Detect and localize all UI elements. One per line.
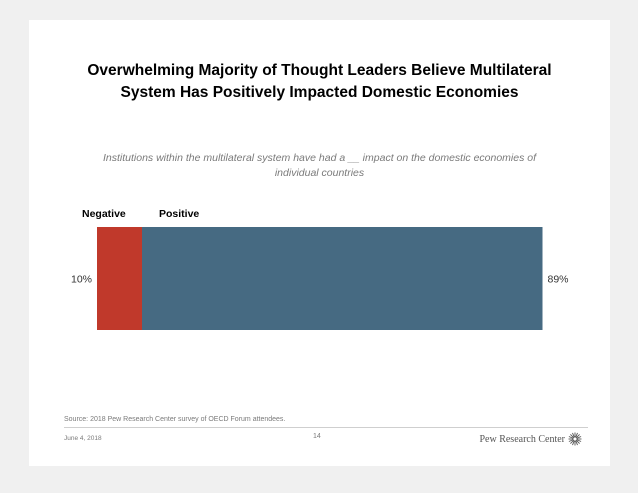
brand-name: Pew Research Center <box>479 433 565 445</box>
title-line-2: System Has Positively Impacted Domestic … <box>120 84 519 101</box>
chart-subtitle: Institutions within the multilateral sys… <box>59 151 580 181</box>
footer-divider <box>64 427 588 428</box>
footer-date: June 4, 2018 <box>64 435 102 442</box>
legend-positive: Positive <box>159 208 200 220</box>
bar-negative <box>97 227 142 330</box>
bar-positive <box>142 227 543 330</box>
subtitle-line-2: individual countries <box>274 167 365 179</box>
data-label-negative: 10% <box>71 274 92 286</box>
data-label-positive: 89% <box>548 274 569 286</box>
page-number: 14 <box>313 433 321 440</box>
stacked-bar-chart: 10% 89% <box>71 227 569 330</box>
slide: Overwhelming Majority of Thought Leaders… <box>29 20 610 466</box>
chart-title: Overwhelming Majority of Thought Leaders… <box>29 60 610 104</box>
starburst-icon <box>568 432 582 446</box>
legend-negative: Negative <box>82 208 126 220</box>
subtitle-line-1: Institutions within the multilateral sys… <box>102 152 537 164</box>
title-line-1: Overwhelming Majority of Thought Leaders… <box>87 62 552 79</box>
source-note: Source: 2018 Pew Research Center survey … <box>64 416 286 423</box>
brand-logo: Pew Research Center <box>479 432 582 446</box>
